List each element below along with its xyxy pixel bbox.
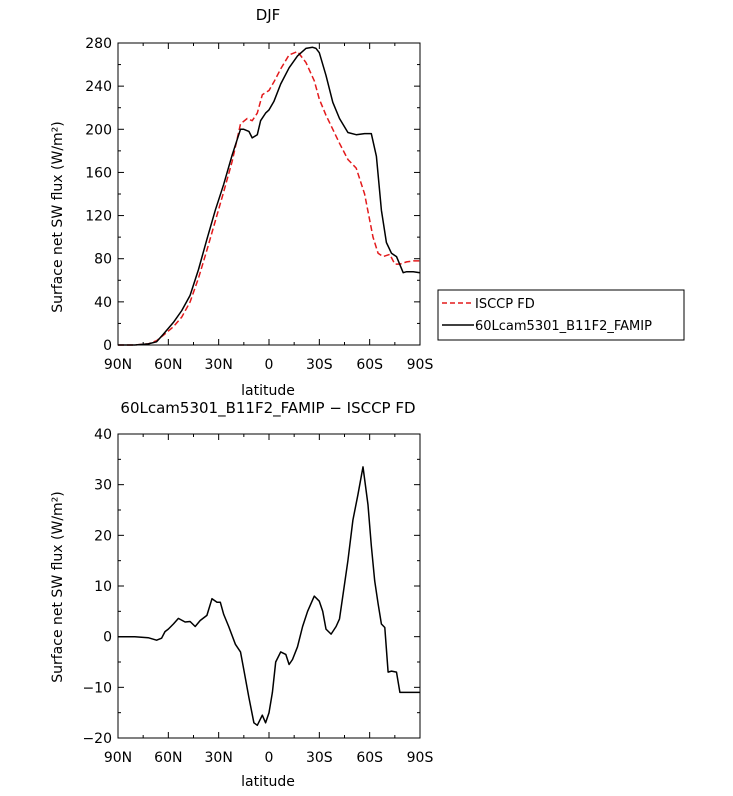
x-tick-label: 60S [356,357,383,373]
y-tick-label: 280 [85,36,112,52]
top-panel: DJF Surface net SW flux (W/m²) latitude … [50,6,685,399]
y-tick-label: 120 [85,209,112,225]
series-lines [118,466,420,727]
tick-labels: 90N 60N 30N 0 30S 60S 90S −20 −10 0 10 20 30 40 [82,427,433,766]
y-tick-label: 20 [94,528,112,544]
axis-ticks [117,433,421,739]
y-tick-label: 240 [85,79,112,95]
chart-title: DJF [256,6,281,24]
x-tick-label: 30S [306,750,333,766]
y-tick-label: −20 [82,731,112,747]
x-axis-label: latitude [241,383,295,399]
y-tick-label: 10 [94,579,112,595]
tick-labels: 90N 60N 30N 0 30S 60S 90S 0 40 80 120 160 200 240 280 [85,36,433,373]
y-tick-label: 40 [94,295,112,311]
x-tick-label: 60S [356,750,383,766]
y-tick-label: 30 [94,478,112,494]
x-tick-label: 30N [205,357,233,373]
plot-frame [117,42,421,346]
y-tick-label: 0 [103,630,112,646]
bottom-panel: 60Lcam5301_B11F2_FAMIP − ISCCP FD Surfac… [50,399,433,790]
x-tick-label: 90S [407,357,434,373]
series-line-isccp [118,50,420,346]
x-tick-label: 30N [205,750,233,766]
x-tick-label: 90S [407,750,434,766]
x-tick-label: 90N [104,750,132,766]
y-tick-label: 0 [103,338,112,354]
x-tick-label: 0 [265,357,274,373]
y-tick-label: 160 [85,165,112,181]
legend-box [437,289,685,341]
legend-entry-model: 60Lcam5301_B11F2_FAMIP [475,319,652,334]
y-axis-label: Surface net SW flux (W/m²) [50,121,66,313]
series-lines [118,46,421,346]
y-axis-label: Surface net SW flux (W/m²) [50,491,66,683]
series-line-model [118,466,420,727]
x-tick-label: 60N [154,750,182,766]
plot-frame [117,433,421,739]
x-tick-label: 30S [306,357,333,373]
y-tick-label: −10 [82,680,112,696]
y-tick-label: 80 [94,252,112,268]
legend: ISCCP FD 60Lcam5301_B11F2_FAMIP [437,289,685,341]
x-axis-label: latitude [241,774,295,790]
legend-entry-isccp: ISCCP FD [475,297,535,312]
axis-ticks [117,42,421,346]
x-tick-label: 0 [265,750,274,766]
y-tick-label: 200 [85,122,112,138]
x-tick-label: 60N [154,357,182,373]
chart-title: 60Lcam5301_B11F2_FAMIP − ISCCP FD [120,399,415,418]
y-tick-label: 40 [94,427,112,443]
series-line-model [118,46,421,346]
x-tick-label: 90N [104,357,132,373]
